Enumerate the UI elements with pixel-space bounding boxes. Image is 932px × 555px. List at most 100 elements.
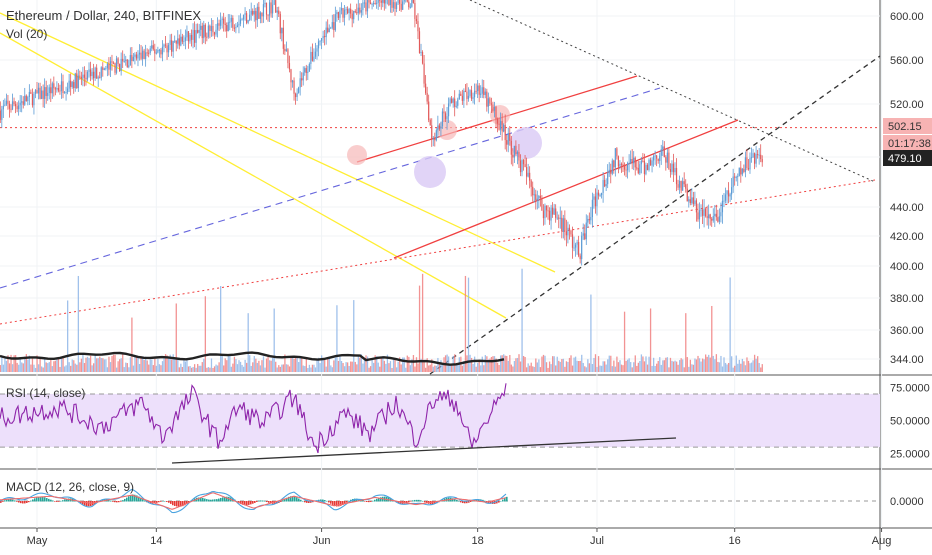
volume-bar <box>342 363 344 372</box>
volume-bar <box>588 363 591 372</box>
volume-bar <box>89 355 92 372</box>
candle-body <box>541 198 543 211</box>
volume-bar <box>617 362 620 372</box>
macd-histogram-bar <box>376 498 378 502</box>
macd-histogram-bar <box>422 500 424 502</box>
candle-body <box>259 12 261 19</box>
volume-bar <box>230 366 233 372</box>
candle-body <box>59 90 61 92</box>
candle-body <box>224 23 226 26</box>
candle-body <box>547 210 549 212</box>
volume-bar <box>469 354 471 372</box>
volume-bar <box>63 366 66 372</box>
volume-bar <box>622 365 624 372</box>
volume-bar <box>93 363 95 372</box>
macd-histogram-bar <box>128 496 130 502</box>
candle-body <box>689 199 691 204</box>
volume-bar <box>33 364 35 372</box>
candle-body <box>753 153 756 164</box>
candle-body <box>125 59 127 61</box>
candle-body <box>472 97 474 99</box>
candle-body <box>668 152 670 170</box>
macd-histogram-bar <box>252 501 254 504</box>
candle-body <box>679 181 681 188</box>
volume-bar <box>556 356 558 372</box>
volume-bar <box>308 364 311 372</box>
volume-bar <box>177 359 179 372</box>
volume-bar <box>140 356 142 372</box>
volume-bar <box>282 364 285 372</box>
candle-body <box>348 8 350 14</box>
volume-bar <box>114 354 116 372</box>
macd-histogram-bar <box>116 501 118 503</box>
candle-body <box>383 0 385 4</box>
volume-bar <box>120 358 122 372</box>
candle-body <box>79 75 81 77</box>
volume-bar <box>409 365 412 372</box>
volume-bar <box>585 367 587 372</box>
candle-body <box>270 2 272 14</box>
candle-body <box>408 1 410 8</box>
time-tick-label: Jul <box>590 535 604 547</box>
candle-body <box>645 164 647 175</box>
candle-body <box>148 52 150 54</box>
volume-bar <box>112 354 115 372</box>
volume-bar <box>238 360 240 372</box>
candle-body <box>365 2 367 12</box>
volume-bar <box>659 357 661 372</box>
candle-body <box>619 163 621 167</box>
candle-body <box>8 103 11 109</box>
candle-body <box>328 28 330 33</box>
candle-body <box>712 216 714 221</box>
macd-histogram-bar <box>198 497 200 502</box>
candle-body <box>293 80 295 94</box>
candle-body <box>417 21 419 32</box>
candle-body <box>469 90 471 96</box>
macd-histogram-bar <box>504 498 506 502</box>
volume-bar <box>732 367 734 372</box>
candle-body <box>610 169 612 174</box>
candle-body <box>31 93 34 106</box>
candle-body <box>388 0 390 6</box>
volume-bar <box>729 277 731 372</box>
candle-body <box>758 154 760 156</box>
macd-histogram-bar <box>456 499 458 502</box>
rsi-tick-label: 25.0000 <box>890 449 930 461</box>
volume-bar <box>470 357 473 372</box>
candle-body <box>671 163 673 172</box>
candle-body <box>738 167 740 177</box>
candle-body <box>535 194 537 201</box>
candle-body <box>495 106 497 120</box>
volume-bar <box>417 363 419 372</box>
candle-body <box>651 160 653 166</box>
macd-histogram-bar <box>178 501 180 507</box>
volume-bar <box>79 362 81 372</box>
candle-body <box>752 153 754 158</box>
volume-bar <box>633 362 635 372</box>
macd-histogram-bar <box>144 500 146 502</box>
candle-body <box>489 98 491 104</box>
candle-body <box>255 10 257 21</box>
macd-histogram-bar <box>34 498 36 502</box>
volume-bar <box>227 354 229 372</box>
volume-bar <box>712 355 714 372</box>
volume-bar <box>472 363 474 372</box>
volume-bar <box>31 357 34 372</box>
macd-histogram-bar <box>410 501 412 502</box>
macd-histogram-bar <box>334 501 336 507</box>
candle-body <box>402 1 404 10</box>
candle-body <box>718 216 720 222</box>
candle-body <box>308 63 310 72</box>
candle-body <box>216 23 219 30</box>
candle-body <box>437 125 439 131</box>
macd-histogram-bar <box>200 497 202 502</box>
candle-body <box>464 90 466 92</box>
candle-body <box>616 148 618 157</box>
candle-body <box>256 6 258 21</box>
candle-body <box>242 14 245 20</box>
candle-body <box>209 25 211 31</box>
candle-body <box>744 157 746 172</box>
volume-bar <box>496 362 499 372</box>
